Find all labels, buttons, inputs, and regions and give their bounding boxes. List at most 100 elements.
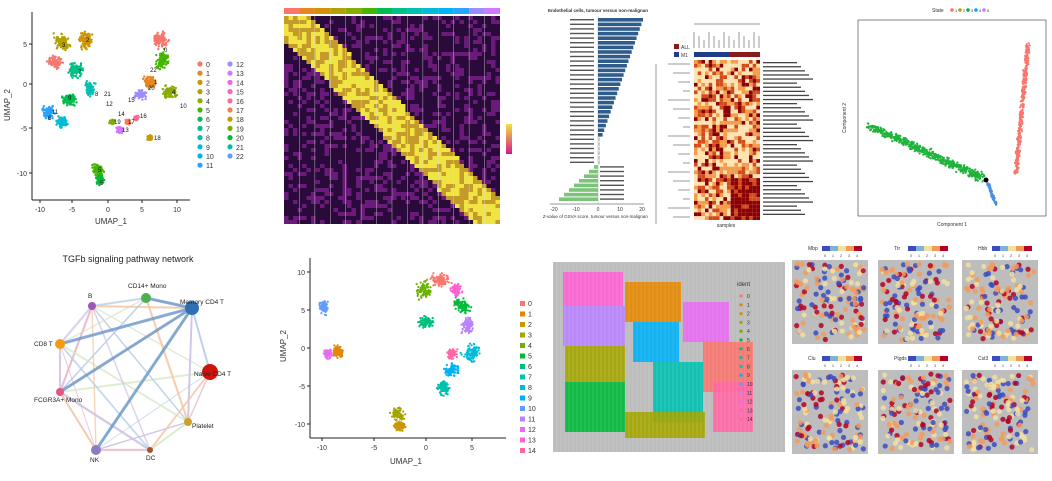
heatmap-cell (383, 108, 388, 112)
heatmap-cell (741, 136, 746, 140)
heatmap-cell (441, 136, 446, 140)
heatmap-cell (302, 120, 307, 124)
heatmap-cell (738, 90, 742, 95)
heatmap-cell (297, 192, 302, 196)
heatmap-cell (387, 128, 392, 132)
heatmap-cell (419, 144, 424, 148)
heatmap-cell (719, 60, 724, 64)
heatmap-cell (374, 60, 379, 64)
heatmap-cell (365, 152, 370, 156)
cell-point (93, 171, 96, 174)
heatmap-cell (730, 75, 735, 80)
umap-top-panel: -10 -5 0 5 10 -10 -5 0 5 UMAP_1 UMAP_2 0 1 2 3 4 5 6 7 8 9 10… (0, 0, 262, 230)
heatmap-cell (437, 152, 442, 156)
cell-point (85, 47, 88, 51)
heatmap-cell (347, 132, 352, 136)
heatmap-cell (401, 212, 406, 216)
heatmap-cell (495, 144, 500, 148)
heatmap-cell (311, 148, 316, 152)
heatmap-cell (347, 52, 352, 56)
heatmap-cell (477, 148, 482, 152)
heatmap-cell (365, 164, 370, 168)
heatmap-cell (333, 196, 338, 200)
heatmap-cell (437, 36, 442, 40)
heatmap-cell (405, 148, 410, 152)
heatmap-cell (392, 164, 397, 168)
heatmap-cell (338, 80, 343, 84)
heatmap-cell (482, 216, 487, 220)
heatmap-cell (464, 152, 469, 156)
heatmap-cell (401, 148, 406, 152)
heatmap-cell (306, 120, 311, 124)
heatmap-cell (293, 152, 298, 156)
heatmap-cell (694, 94, 698, 99)
heatmap-cell (446, 172, 451, 176)
heatmap-cell (730, 105, 735, 110)
heatmap-cell (694, 120, 698, 125)
heatmap-cell (432, 220, 437, 224)
heatmap-cell (306, 36, 311, 40)
heatmap-cell (392, 88, 397, 92)
heatmap-cell (486, 220, 491, 224)
heatmap-cell (719, 101, 724, 106)
heatmap-cell (455, 184, 460, 188)
heatmap-cell (333, 72, 338, 76)
heatmap-cell (329, 168, 334, 172)
heatmap-cell (712, 98, 716, 102)
heatmap-cell (419, 44, 424, 48)
heatmap-cell (347, 176, 352, 180)
heatmap-cell (450, 216, 455, 220)
heatmap-cell (369, 200, 374, 204)
heatmap-cell (288, 40, 293, 44)
heatmap-cell (324, 192, 329, 196)
heatmap-cell (473, 152, 478, 156)
cell-point (61, 122, 65, 126)
heatmap-cell (351, 180, 356, 184)
heatmap-cell (495, 56, 500, 60)
heatmap-cell (441, 28, 446, 32)
cell-point (69, 45, 72, 48)
heatmap-cell (459, 32, 464, 36)
bar-label-line (570, 157, 594, 159)
heatmap-cell (405, 180, 410, 184)
heatmap-cell (302, 76, 307, 80)
heatmap-cell (738, 60, 742, 64)
x-tick-label: 5 (140, 207, 144, 214)
heatmap-cell (315, 172, 320, 176)
heatmap-cell (459, 160, 464, 164)
heatmap-cell (738, 101, 742, 106)
heatmap-cell (396, 20, 401, 24)
heatmap-cell (745, 117, 749, 121)
heatmap-cell (311, 64, 316, 68)
heatmap-cell (464, 168, 469, 172)
heatmap-cell (455, 32, 460, 36)
heatmap-cell (315, 136, 320, 140)
heatmap-cell (410, 64, 415, 68)
heatmap-cell (297, 120, 302, 124)
heatmap-cell (741, 75, 746, 80)
heatmap-cell (288, 140, 293, 144)
heatmap-cell (473, 100, 478, 104)
cell-point (84, 83, 87, 87)
heatmap-cell (315, 196, 320, 200)
heatmap-cell (491, 176, 496, 180)
heatmap-cell (468, 100, 473, 104)
heatmap-cell (730, 136, 735, 140)
heatmap-cell (491, 128, 496, 132)
heatmap-cell (392, 128, 397, 132)
bar (598, 64, 627, 68)
heatmap-cell (482, 168, 487, 172)
heatmap-cell (333, 96, 338, 100)
heatmap-cell (342, 200, 347, 204)
heatmap-cell (315, 152, 320, 156)
heatmap-cell (396, 124, 401, 128)
heatmap-cell (446, 28, 451, 32)
heatmap-cell (734, 113, 738, 118)
heatmap-cell (369, 132, 374, 136)
heatmap-cell (360, 88, 365, 92)
heatmap-cell (419, 208, 424, 212)
heatmap-cell (360, 32, 365, 36)
heatmap-cell (342, 84, 347, 88)
heatmap-cell (459, 84, 464, 88)
heatmap-cell (401, 128, 406, 132)
